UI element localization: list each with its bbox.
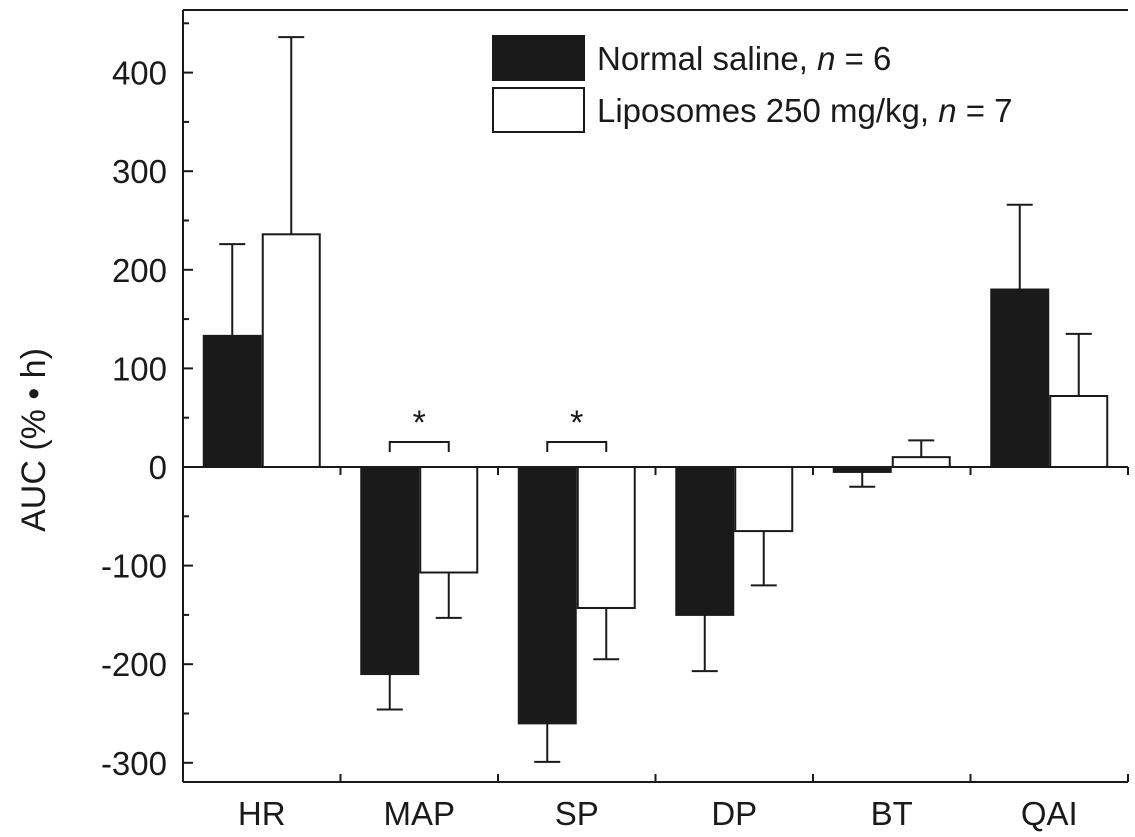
x-axis: HR MAP SP DP BT QAI: [182, 467, 1129, 832]
y-tick-label: 200: [112, 252, 167, 289]
bar-dp-series-2: [734, 466, 794, 533]
legend-swatch-series-1: [492, 35, 585, 81]
y-axis: -300 -200 -100 0 100 200 300 400: [101, 22, 193, 782]
bar-bt-series-1: [832, 466, 892, 473]
legend-label-series-2: Liposomes 250 mg/kg, n = 7: [597, 92, 1013, 129]
x-tick-label: MAP: [383, 795, 455, 832]
bar-map-series-1: [360, 466, 420, 676]
y-axis-title: AUC (% • h): [15, 348, 53, 532]
x-tick-label: BT: [871, 795, 913, 832]
y-tick-label: 0: [149, 449, 167, 486]
bar-map-series-2: [419, 466, 479, 574]
bar-dp-series-1: [675, 466, 735, 616]
bar-sp-series-1: [517, 466, 577, 725]
y-tick-label: 100: [112, 350, 167, 387]
legend-label-part: = 7: [957, 92, 1013, 129]
x-tick-label: SP: [555, 795, 599, 832]
legend-sample-size-symbol: n: [817, 40, 835, 77]
significance-marker: *: [413, 404, 426, 442]
x-tick-label: HR: [238, 795, 286, 832]
x-tick-label: QAI: [1021, 795, 1078, 832]
y-tick-label: -300: [101, 745, 167, 782]
y-tick-label: 400: [112, 55, 167, 92]
bar-qai-series-1: [990, 288, 1050, 468]
significance-bracket: [388, 441, 450, 452]
y-tick-label: 300: [112, 153, 167, 190]
legend: Normal saline, n = 6 Liposomes 250 mg/kg,…: [492, 35, 1013, 133]
significance-annotations: * *: [388, 404, 608, 452]
legend-label-part: = 6: [835, 40, 891, 77]
legend-label-part: Liposomes 250 mg/kg,: [597, 92, 938, 129]
bar-qai-series-2: [1049, 395, 1109, 468]
bar-hr-series-2: [261, 233, 321, 468]
legend-label-series-1: Normal saline, n = 6: [597, 40, 891, 77]
significance-bracket: [546, 441, 608, 452]
y-tick-label: -200: [101, 646, 167, 683]
legend-label-part: Normal saline,: [597, 40, 817, 77]
legend-swatch-series-2: [492, 87, 585, 133]
bars-layer: [202, 233, 1109, 725]
significance-marker: *: [570, 404, 583, 442]
y-tick-label: -100: [101, 548, 167, 585]
legend-sample-size-symbol: n: [938, 92, 956, 129]
bar-hr-series-1: [202, 334, 262, 468]
x-tick-label: DP: [711, 795, 757, 832]
error-bars-layer: [219, 36, 1092, 763]
bar-bt-series-2: [891, 456, 951, 469]
bar-sp-series-2: [576, 466, 636, 609]
